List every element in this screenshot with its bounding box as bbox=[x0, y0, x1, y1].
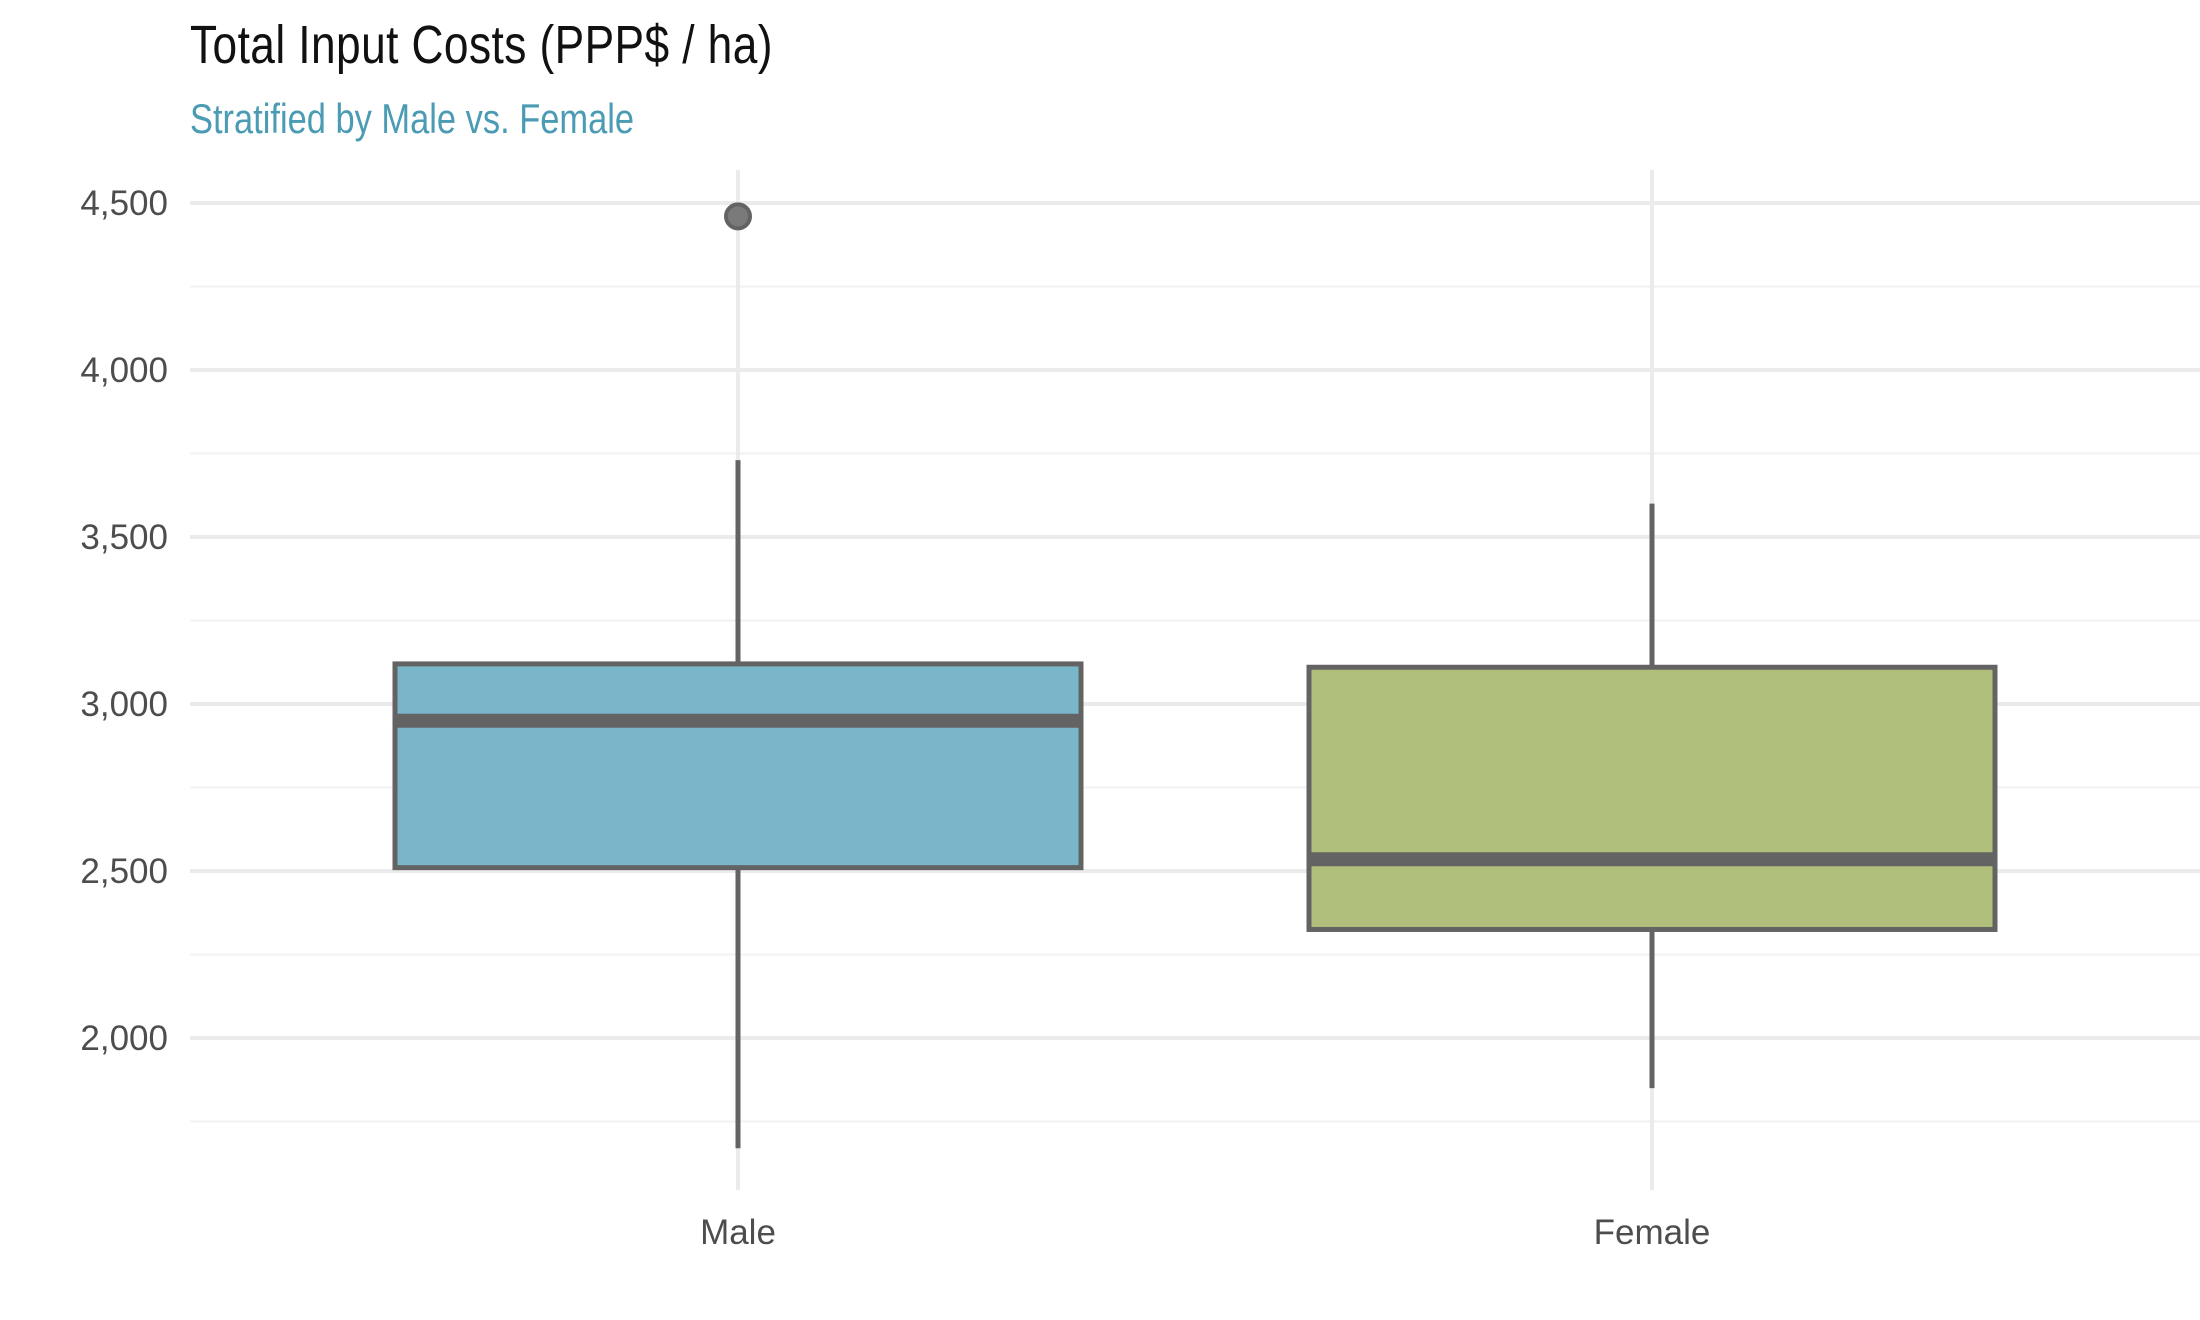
box-male bbox=[392, 661, 1084, 871]
box-layer bbox=[392, 202, 1998, 1149]
y-tick-label: 4,000 bbox=[80, 351, 168, 390]
x-tick-label: Male bbox=[700, 1213, 776, 1252]
y-tick-label: 2,500 bbox=[80, 852, 168, 891]
chart-subtitle: Stratified by Male vs. Female bbox=[190, 95, 635, 142]
chart-title: Total Input Costs (PPP$ / ha) bbox=[190, 15, 773, 75]
y-tick-label: 4,500 bbox=[80, 184, 168, 223]
label-layer: 2,000 2,500 3,000 3,500 4,000 4,500 Male Female bbox=[80, 184, 1710, 1252]
y-tick-label: 3,500 bbox=[80, 518, 168, 557]
y-tick-label: 2,000 bbox=[80, 1019, 168, 1058]
outlier-point bbox=[724, 202, 752, 231]
x-tick-label: Female bbox=[1594, 1213, 1711, 1252]
box-female bbox=[1306, 664, 1998, 932]
y-tick-label: 3,000 bbox=[80, 685, 168, 724]
